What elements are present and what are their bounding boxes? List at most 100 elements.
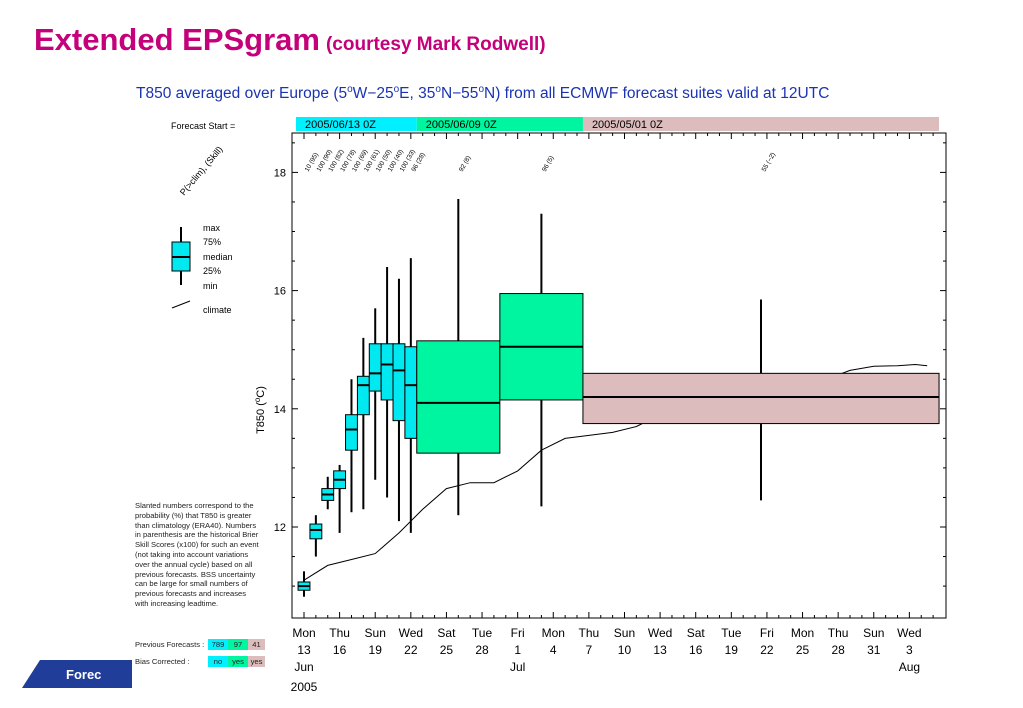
forecast-start-segment <box>416 117 583 131</box>
x-tick-weekday: Tue <box>472 626 493 640</box>
slide-title-main: Extended EPSgram <box>34 22 320 57</box>
box-iqr <box>404 346 418 439</box>
forecast-start-segment <box>296 117 417 131</box>
legend-item-label: max <box>203 223 221 233</box>
x-tick-weekday: Thu <box>828 626 849 640</box>
x-tick-date: 25 <box>796 643 810 657</box>
probability-axis-label: P(>clim), (Skill) <box>178 144 225 197</box>
x-tick-date: 22 <box>760 643 774 657</box>
x-tick-weekday: Thu <box>329 626 350 640</box>
y-tick-label: 12 <box>274 522 286 534</box>
probability-label: 55 (−2) <box>761 152 777 173</box>
legend-item-label: min <box>203 281 218 291</box>
x-tick-date: 19 <box>725 643 739 657</box>
y-tick-label: 16 <box>274 286 286 298</box>
x-tick-date: 31 <box>867 643 881 657</box>
bias-corrected-label: Bias Corrected : <box>135 657 190 666</box>
previous-forecasts-cell: 789 <box>208 639 228 650</box>
x-tick-date: 4 <box>550 643 557 657</box>
forecast-start-segment-label: 2005/06/09 0Z <box>426 119 497 131</box>
previous-forecasts-row: Previous Forecasts : 789 97 41 <box>135 639 265 651</box>
x-tick-date: 7 <box>586 643 593 657</box>
slide-title: Extended EPSgram (courtesy Mark Rodwell) <box>34 22 546 58</box>
box-iqr <box>345 414 358 451</box>
x-tick-weekday: Fri <box>511 626 525 640</box>
x-tick-weekday: Tue <box>721 626 742 640</box>
plot-frame <box>291 132 947 619</box>
y-axis-label-part: T850 ( <box>255 402 267 434</box>
x-year-label: 2005 <box>291 680 318 694</box>
x-tick-weekday: Wed <box>897 626 921 640</box>
chart-title-part: o <box>347 84 353 95</box>
chart-title-part: N−55 <box>441 85 479 102</box>
x-tick-date: 16 <box>333 643 347 657</box>
box-iqr <box>368 343 382 392</box>
x-tick-weekday: Sun <box>365 626 386 640</box>
box-iqr <box>309 523 323 540</box>
box-iqr <box>380 343 394 401</box>
chart-title-part: o <box>478 84 484 95</box>
x-tick-weekday: Mon <box>542 626 565 640</box>
y-tick-label: 18 <box>274 167 286 179</box>
footer-text: Forec <box>66 667 102 682</box>
previous-forecasts-label: Previous Forecasts : <box>135 640 205 649</box>
legend-item-label: 25% <box>203 266 221 276</box>
x-tick-date: 10 <box>618 643 632 657</box>
forecast-start-segment-label: 2005/06/13 0Z <box>305 119 376 131</box>
bias-corrected-row: Bias Corrected : no yes yes <box>135 656 265 668</box>
previous-forecasts-cell: 41 <box>248 639 265 650</box>
x-tick-weekday: Sun <box>863 626 884 640</box>
chart-title: T850 averaged over Europe (5oW−25oE, 35o… <box>136 84 829 102</box>
chart-title-part: E, 35 <box>399 85 435 102</box>
box-iqr <box>392 343 406 422</box>
chart-title-part: T850 averaged over Europe (5 <box>136 85 347 102</box>
forecast-start-segment <box>582 117 939 131</box>
x-tick-date: 3 <box>906 643 913 657</box>
legend-item-label: 75% <box>203 237 221 247</box>
chart-title-part: o <box>394 84 400 95</box>
footer-band <box>22 660 132 688</box>
footer-band-shape <box>22 660 132 688</box>
probability-label: 92 (8) <box>458 155 473 173</box>
chart-title-part: o <box>435 84 441 95</box>
x-tick-date: 1 <box>514 643 521 657</box>
x-month-label: Aug <box>899 660 920 674</box>
x-tick-weekday: Mon <box>292 626 315 640</box>
x-tick-weekday: Sat <box>687 626 706 640</box>
x-tick-weekday: Mon <box>791 626 814 640</box>
x-tick-date: 19 <box>369 643 383 657</box>
chart-title-part: N) from all ECMWF forecast suites valid … <box>484 85 829 102</box>
legend-climate-label: climate <box>203 305 232 315</box>
probability-label: 96 (5) <box>541 155 556 173</box>
box-iqr <box>416 340 501 454</box>
x-tick-weekday: Fri <box>760 626 774 640</box>
forecast-start-segment-label: 2005/05/01 0Z <box>592 119 663 131</box>
x-tick-weekday: Wed <box>648 626 672 640</box>
x-tick-weekday: Thu <box>579 626 600 640</box>
legend-climate-line <box>171 300 191 309</box>
box-iqr <box>356 375 370 416</box>
x-tick-weekday: Sun <box>614 626 635 640</box>
x-tick-date: 16 <box>689 643 703 657</box>
x-tick-weekday: Wed <box>399 626 423 640</box>
x-tick-date: 13 <box>297 643 311 657</box>
x-tick-weekday: Sat <box>437 626 456 640</box>
chart-note: Slanted numbers correspond to the probab… <box>135 501 259 608</box>
x-month-label: Jun <box>294 660 313 674</box>
chart-title-part: W−25 <box>353 85 394 102</box>
bias-corrected-cell: yes <box>248 656 265 667</box>
x-month-label: Jul <box>510 660 525 674</box>
slide-title-sub: (courtesy Mark Rodwell) <box>325 34 546 55</box>
legend-item-label: median <box>203 252 233 262</box>
y-axis-label-part: o <box>253 397 262 402</box>
y-axis-label-part: C) <box>255 386 267 398</box>
y-axis-label: T850 (oC) <box>253 386 267 434</box>
x-tick-date: 25 <box>440 643 454 657</box>
x-tick-date: 13 <box>653 643 667 657</box>
box-iqr <box>582 372 940 425</box>
y-tick-label: 14 <box>274 404 286 416</box>
bias-corrected-cell: no <box>208 656 228 667</box>
previous-forecasts-cell: 97 <box>228 639 248 650</box>
x-tick-date: 28 <box>475 643 489 657</box>
